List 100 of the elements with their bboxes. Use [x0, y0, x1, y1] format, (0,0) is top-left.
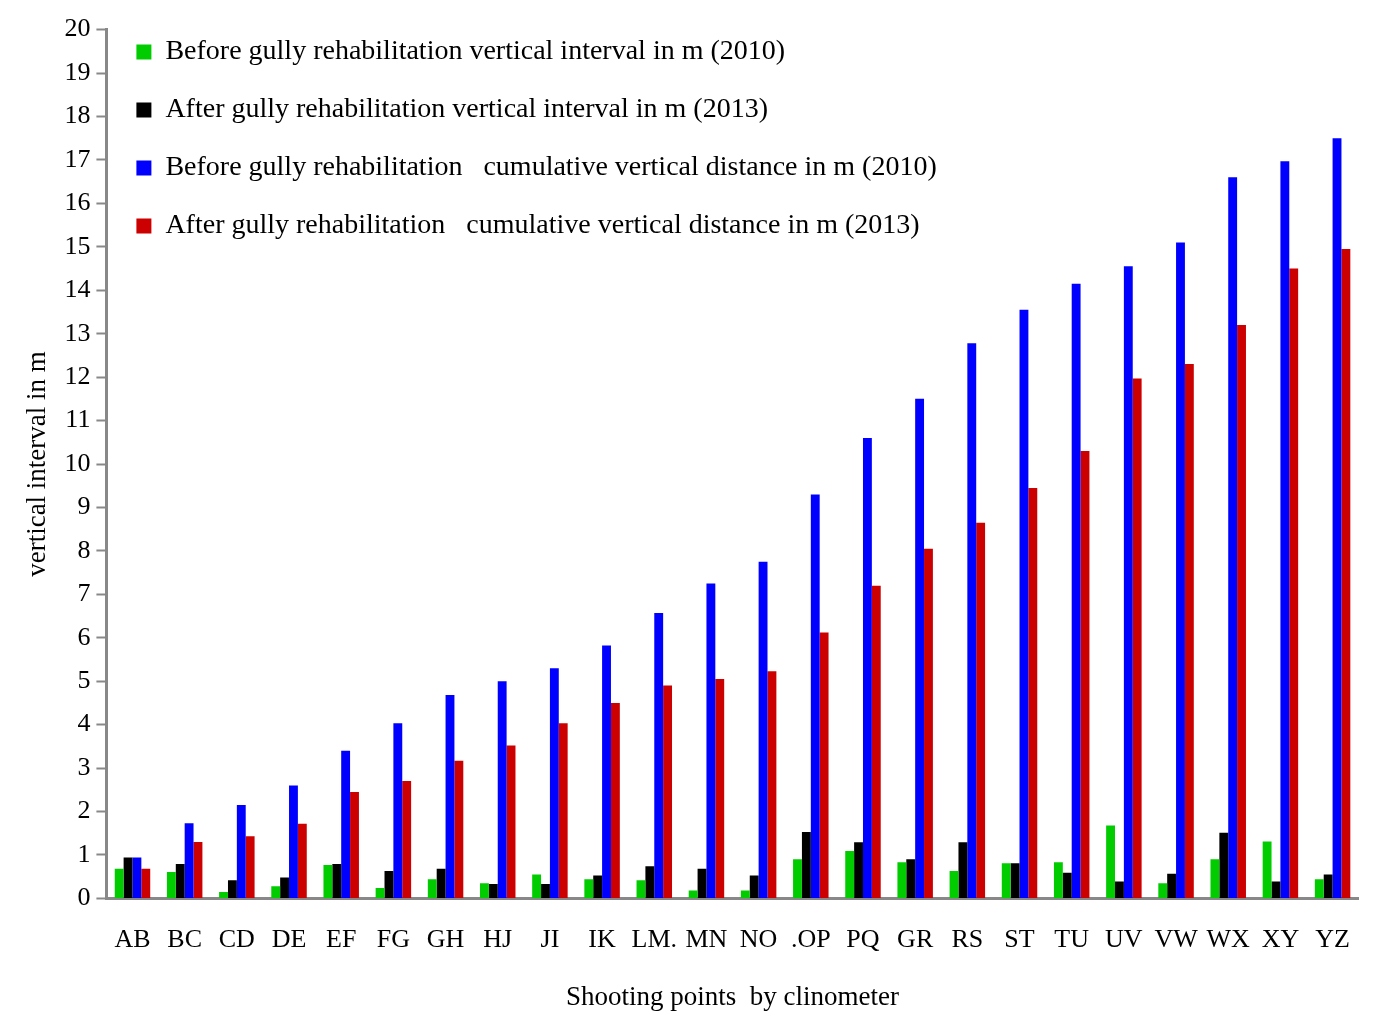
bar: [1123, 266, 1133, 898]
bar: [1132, 378, 1142, 898]
bar: [332, 864, 342, 898]
y-tick-label: 13: [64, 317, 91, 347]
bar: [1080, 450, 1090, 898]
bar: [610, 702, 620, 898]
bar: [558, 723, 568, 898]
bar: [445, 695, 455, 898]
bar: [897, 862, 907, 898]
y-axis-title: vertical interval in m: [21, 351, 52, 577]
x-tick-label: ST: [1004, 923, 1035, 953]
x-tick-label: CD: [218, 923, 255, 953]
bar: [175, 864, 185, 898]
bar: [688, 890, 698, 898]
bar: [350, 791, 359, 898]
y-tick-label: 20: [64, 13, 91, 43]
bar: [166, 871, 176, 898]
bar: [1010, 863, 1020, 898]
bar: [236, 805, 246, 898]
y-tick-label: 16: [64, 187, 91, 217]
bar: [1332, 138, 1342, 898]
bar: [645, 866, 655, 898]
bar: [436, 868, 446, 898]
bar: [584, 879, 594, 898]
bar: [1280, 161, 1290, 898]
y-tick-label: 11: [65, 404, 91, 434]
bar: [697, 868, 707, 898]
y-tick-label: 18: [64, 100, 91, 130]
x-tick-label: WX: [1206, 923, 1251, 953]
x-tick-label: IK: [588, 923, 617, 953]
x-tick-label: PQ: [846, 923, 880, 953]
y-tick-label: 1: [77, 838, 91, 868]
bar: [132, 857, 142, 898]
legend-label: Before gully rehabilitation vertical interval in m (2010): [165, 34, 786, 66]
bar: [1062, 872, 1072, 898]
bar: [801, 831, 811, 898]
bar: [141, 868, 151, 898]
bar: [1219, 832, 1229, 898]
y-tick-label: 14: [64, 274, 91, 304]
bar: [862, 437, 872, 898]
bar: [1071, 283, 1081, 898]
bar: [427, 879, 437, 898]
bar: [1210, 859, 1220, 898]
bar: [488, 884, 498, 898]
bar: [663, 685, 673, 898]
bar: [1158, 883, 1168, 898]
bar: [1115, 881, 1124, 898]
x-tick-label: EF: [326, 923, 357, 953]
bar: [949, 871, 959, 898]
legend-label: After gully rehabilitation cumulative vertical distance in m (2013): [165, 208, 920, 240]
bar: [845, 851, 855, 898]
y-tick-label: 17: [64, 143, 91, 173]
bar: [532, 874, 542, 898]
bar: [924, 548, 933, 898]
bar: [193, 841, 203, 898]
x-tick-label: YZ: [1315, 923, 1350, 953]
legend-label: Before gully rehabilitation cumulative vertical distance in m (2010): [165, 150, 937, 182]
x-tick-label: AB: [114, 923, 151, 953]
bar: [541, 884, 550, 898]
y-tick-label: 6: [77, 621, 91, 651]
y-tick-label: 3: [77, 751, 91, 781]
bar: [384, 871, 394, 898]
bar: [245, 836, 255, 898]
bar: [454, 760, 464, 898]
bar: [854, 842, 863, 898]
bar: [297, 823, 307, 898]
bar: [506, 745, 516, 898]
bar: [706, 583, 716, 898]
bar: [549, 668, 559, 898]
bar: [341, 750, 351, 898]
bar: [1001, 863, 1011, 898]
x-tick-label: DE: [271, 923, 307, 953]
y-tick-label: 8: [77, 534, 91, 564]
bar: [1237, 324, 1246, 898]
bar: [375, 887, 385, 898]
bar: [227, 880, 237, 898]
bar: [819, 632, 829, 898]
bar: [740, 890, 750, 898]
bar: [289, 785, 298, 898]
bar: [715, 679, 725, 898]
bar: [906, 859, 916, 898]
bar: [1228, 177, 1238, 898]
x-tick-label: VW: [1154, 923, 1199, 953]
bar: [767, 671, 777, 898]
x-tick-label: .OP: [790, 923, 831, 953]
x-tick-label: MN: [685, 923, 728, 953]
bar: [976, 522, 986, 898]
bar: [1176, 242, 1185, 898]
x-axis-title: Shooting points by clinometer: [566, 980, 900, 1011]
y-tick-label: 5: [77, 665, 91, 695]
bar: [1184, 364, 1194, 898]
bar: [749, 875, 759, 898]
bar: [1271, 881, 1281, 898]
bar: [915, 398, 925, 898]
x-tick-label: BC: [167, 923, 203, 953]
bar: [184, 823, 194, 898]
y-tick-label: 15: [64, 230, 91, 260]
x-tick-label: TU: [1054, 923, 1090, 953]
y-tick-label: 19: [64, 56, 91, 86]
bar: [1053, 862, 1063, 898]
